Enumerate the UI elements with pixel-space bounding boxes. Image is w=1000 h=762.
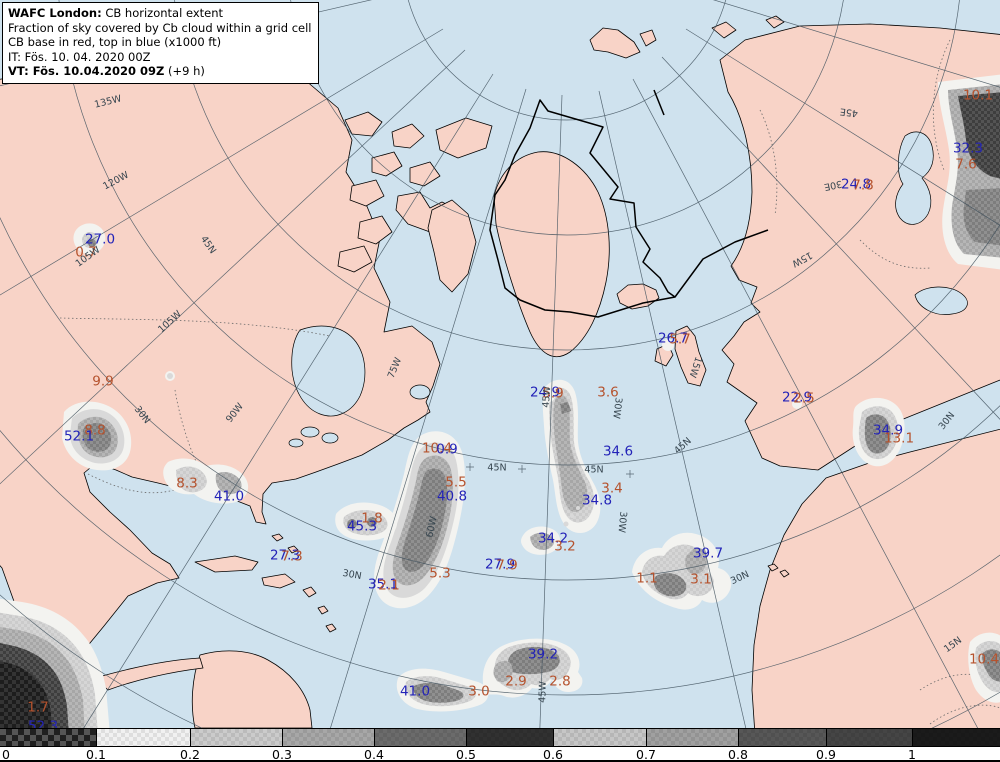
hispaniola bbox=[261, 573, 296, 589]
antilles-islet bbox=[302, 586, 317, 598]
colorbar-segment bbox=[553, 729, 646, 746]
arctic-islet bbox=[765, 15, 785, 29]
svalbard bbox=[589, 27, 641, 59]
colorbar-tick-label: 0.3 bbox=[272, 747, 292, 762]
cuba bbox=[194, 555, 259, 573]
arctic-island bbox=[409, 161, 441, 187]
arctic-island bbox=[391, 123, 425, 149]
colorbar-segment bbox=[646, 729, 738, 746]
colorbar-tick-label: 0.6 bbox=[543, 747, 563, 762]
colorbar-tick-label: 0.5 bbox=[456, 747, 476, 762]
colorbar-segment bbox=[374, 729, 466, 746]
baltic-sea bbox=[895, 131, 934, 225]
black-sea bbox=[914, 286, 968, 315]
arctic-island bbox=[371, 151, 403, 177]
colorbar-segments bbox=[0, 728, 1000, 747]
colorbar-segment bbox=[912, 729, 1000, 746]
iceland bbox=[616, 283, 660, 310]
arctic-island bbox=[344, 111, 383, 137]
great-lake bbox=[321, 432, 339, 444]
arctic-islet bbox=[711, 21, 737, 39]
arctic-island bbox=[349, 179, 385, 207]
colorbar-segment bbox=[738, 729, 826, 746]
colorbar-tick-label: 0 bbox=[2, 747, 10, 762]
colorbar-tick-label: 0.9 bbox=[816, 747, 836, 762]
colorbar-tick-label: 0.8 bbox=[728, 747, 748, 762]
colorbar-segment bbox=[282, 729, 374, 746]
boundary-outline bbox=[489, 99, 676, 318]
boundary-branch bbox=[674, 229, 769, 298]
europe bbox=[719, 23, 1000, 471]
colorbar-segment bbox=[826, 729, 912, 746]
land-layer bbox=[0, 15, 1000, 728]
gulf-st-lawrence bbox=[409, 384, 431, 400]
arctic-island bbox=[357, 215, 393, 245]
hudson-bay bbox=[291, 325, 366, 417]
colorbar: 0 0.1 0.2 0.3 0.4 0.5 0.6 0.7 0.8 0.9 1 bbox=[0, 728, 1000, 762]
baffin-island bbox=[427, 199, 477, 293]
title-line-2: Fraction of sky covered by Cb cloud with… bbox=[8, 20, 312, 35]
bahamas-islet bbox=[271, 533, 284, 542]
south-america bbox=[191, 650, 313, 728]
north-america bbox=[0, 50, 441, 673]
map-svg bbox=[0, 0, 1000, 728]
fir-boundary bbox=[489, 89, 769, 318]
colorbar-segment bbox=[190, 729, 282, 746]
graticule-layer bbox=[0, 0, 1000, 728]
colorbar-segment bbox=[96, 729, 190, 746]
colorbar-segment bbox=[0, 729, 96, 746]
greenland bbox=[493, 151, 610, 358]
title-box: WAFC London: CB horizontal extent Fracti… bbox=[2, 2, 319, 84]
antilles-islet bbox=[317, 605, 329, 615]
great-lake bbox=[300, 426, 320, 438]
colorbar-tick-label: 0.7 bbox=[636, 747, 656, 762]
canary-islet bbox=[767, 563, 779, 572]
svalbard-east bbox=[639, 29, 657, 47]
colorbar-bottom-rule bbox=[0, 760, 1000, 762]
antilles-islet bbox=[325, 623, 337, 633]
colorbar-tick-label: 1 bbox=[908, 747, 916, 762]
bahamas-islet bbox=[287, 545, 299, 554]
cb-cloud-layer bbox=[0, 74, 1000, 728]
colorbar-tick-label: 0.1 bbox=[86, 747, 106, 762]
great-lake bbox=[288, 438, 304, 448]
map-area: 27.0 0.7 9.9 8.8 52.1 8.3 41.0 10.4 0.9 5.5 40.8 1.… bbox=[0, 0, 1000, 733]
title-line-1: WAFC London: CB horizontal extent bbox=[8, 6, 224, 20]
colorbar-tick-label: 0.4 bbox=[364, 747, 384, 762]
title-line-3: CB base in red, top in blue (x1000 ft) bbox=[8, 35, 222, 50]
central-america-isthmus bbox=[94, 657, 204, 691]
lakes-layer bbox=[288, 131, 968, 448]
great-britain bbox=[674, 325, 707, 387]
arctic-island bbox=[435, 117, 493, 159]
arctic-island bbox=[337, 245, 373, 273]
colorbar-tick-label: 0.2 bbox=[180, 747, 200, 762]
boundary-segment bbox=[653, 89, 665, 116]
colorbar-tick-labels: 0 0.1 0.2 0.3 0.4 0.5 0.6 0.7 0.8 0.9 1 bbox=[0, 747, 1000, 762]
title-line-4: IT: Fös. 10. 04. 2020 00Z bbox=[8, 49, 151, 64]
title-line-5: VT: Fös. 10.04.2020 09Z (+9 h) bbox=[8, 64, 205, 79]
canary-islet bbox=[779, 569, 790, 578]
colorbar-segment bbox=[466, 729, 553, 746]
